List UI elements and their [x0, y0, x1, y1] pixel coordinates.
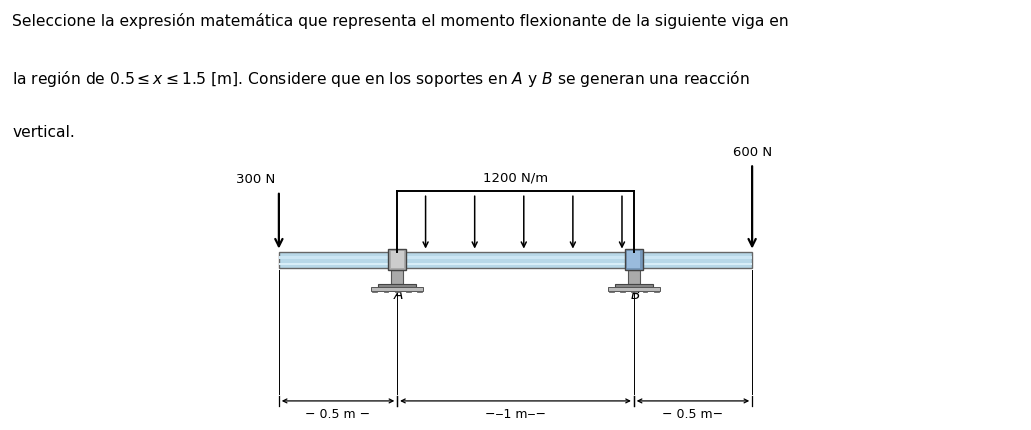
Text: vertical.: vertical. [12, 125, 75, 140]
Text: la región de $0.5 \leq x \leq 1.5$ [m]. Considere que en los soportes en $A$ y $: la región de $0.5 \leq x \leq 1.5$ [m]. … [12, 69, 751, 89]
Bar [371, 287, 423, 291]
Bar [608, 287, 660, 291]
Bar [395, 291, 400, 292]
Bar [609, 291, 613, 292]
Text: − 0.5 m −: − 0.5 m − [305, 408, 370, 421]
Bar [391, 251, 404, 268]
Bar [384, 291, 389, 292]
Bar [627, 251, 640, 268]
Bar [631, 291, 636, 292]
Bar [628, 270, 640, 284]
Bar [625, 249, 642, 270]
Bar [614, 284, 653, 287]
Text: 1200 N/m: 1200 N/m [483, 172, 548, 184]
Text: 600 N: 600 N [733, 145, 772, 159]
Bar [418, 291, 422, 292]
Bar [278, 252, 753, 268]
Bar [372, 291, 377, 292]
Bar [389, 249, 406, 270]
Text: B: B [630, 288, 640, 302]
Bar [621, 291, 625, 292]
Bar [391, 270, 403, 284]
Text: −‒1 m‒−: −‒1 m‒− [485, 408, 546, 421]
Bar [278, 256, 753, 259]
Text: − 0.5 m−: − 0.5 m− [662, 408, 724, 421]
Text: 300 N: 300 N [236, 173, 275, 186]
Bar [642, 291, 647, 292]
Bar [406, 291, 410, 292]
Text: Seleccione la expresión matemática que representa el momento flexionante de la s: Seleccione la expresión matemática que r… [12, 13, 789, 29]
Bar [278, 263, 753, 265]
Bar [654, 291, 659, 292]
Text: A: A [394, 288, 403, 302]
Bar [378, 284, 417, 287]
